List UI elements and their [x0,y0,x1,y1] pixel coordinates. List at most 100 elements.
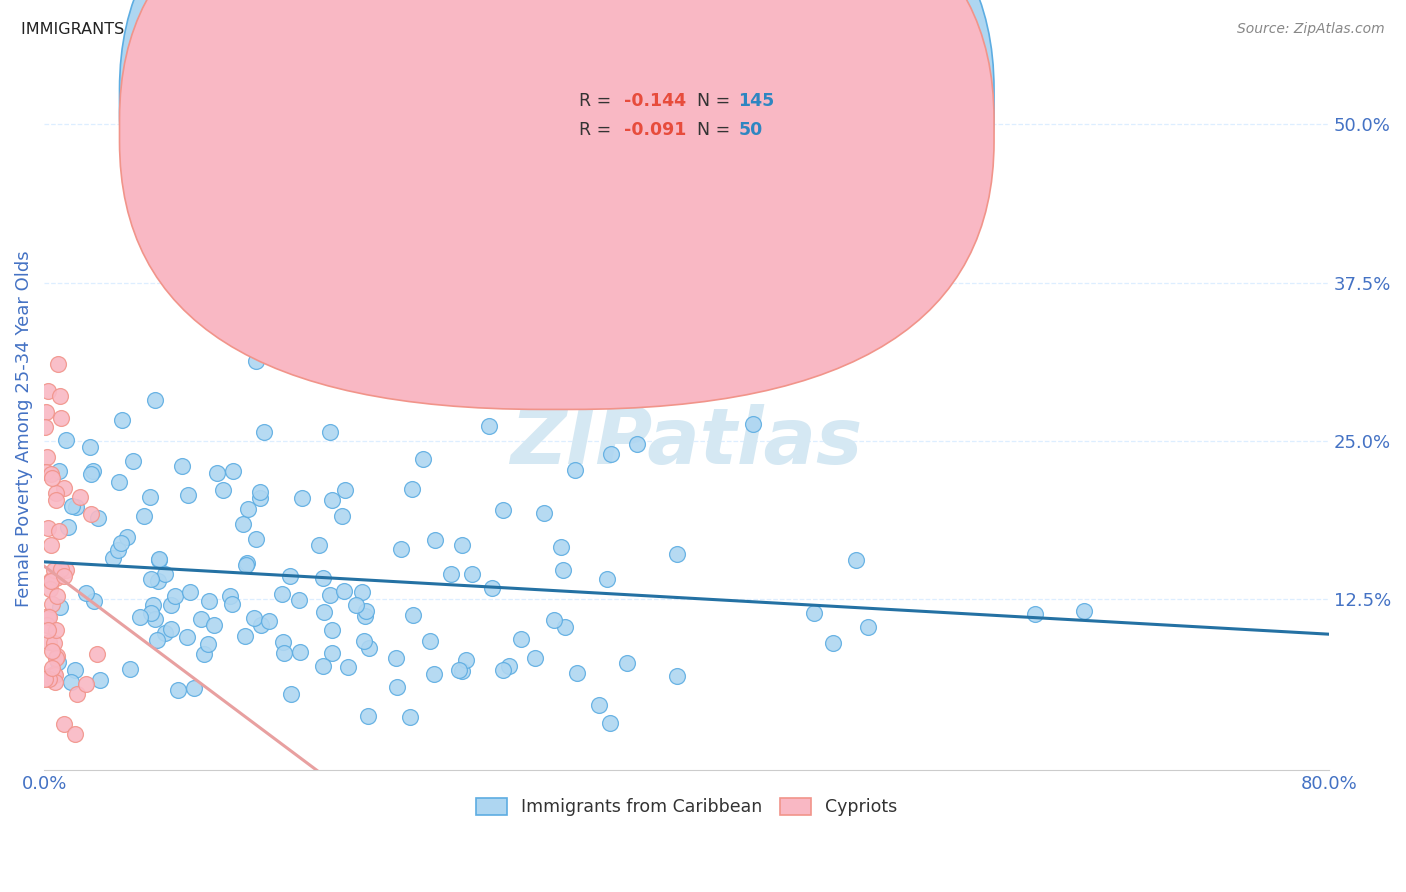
Point [333,483,356,497]
Point [111,413,134,427]
Point [82,464,104,478]
Point [318,588,340,602]
Point [273,646,295,660]
Point [478,418,501,433]
Point [41,573,63,587]
Point [481,581,503,595]
Point [75,585,97,599]
Point [139,491,162,505]
Point [354,603,377,617]
Point [148,553,170,567]
Point [554,619,576,633]
Point [134,509,156,524]
Point [183,681,205,696]
Point [523,651,546,665]
Point [461,567,484,582]
Legend: Immigrants from Caribbean, Cypriots: Immigrants from Caribbean, Cypriots [470,791,904,823]
Text: IMMIGRANTS FROM CARIBBEAN VS CYPRIOT FEMALE POVERTY AMONG 25-34 YEAR OLDS CORREL: IMMIGRANTS FROM CARIBBEAN VS CYPRIOT FEM… [21,22,914,37]
Point [595,572,617,586]
Text: N =: N = [686,121,735,139]
Point [75,676,97,690]
Point [253,425,276,439]
Point [451,665,474,679]
Point [425,533,447,548]
Point [41,597,63,611]
Point [330,509,353,524]
Point [357,709,380,723]
Point [176,630,198,644]
Point [354,608,377,623]
Point [321,647,343,661]
Point [423,667,446,681]
Point [89,673,111,687]
Point [35,465,58,479]
Text: Source: ZipAtlas.com: Source: ZipAtlas.com [1237,22,1385,37]
Point [41,661,63,675]
Point [148,552,170,566]
Point [60,499,83,513]
Point [37,450,59,464]
Point [49,411,72,425]
Point [34,672,56,686]
Point [176,487,198,501]
Point [235,558,257,573]
Point [38,582,60,596]
Point [37,618,59,632]
Point [49,562,72,576]
Point [146,632,169,647]
Point [280,687,302,701]
Point [665,669,688,683]
Point [159,622,181,636]
Point [312,605,335,619]
Point [48,464,70,478]
Point [344,599,367,613]
Point [550,540,572,554]
Point [39,574,62,589]
Point [193,648,215,662]
Point [599,715,621,730]
Point [45,486,67,500]
Point [402,607,425,622]
Point [44,635,66,649]
Point [616,656,638,670]
Point [308,538,330,552]
Point [45,492,67,507]
Text: R =: R = [579,92,617,110]
Point [69,490,91,504]
Y-axis label: Female Poverty Among 25-34 Year Olds: Female Poverty Among 25-34 Year Olds [15,250,32,607]
Point [492,503,515,517]
Point [202,618,225,632]
Point [86,647,108,661]
Point [821,636,844,650]
Point [44,666,66,681]
Point [46,589,69,603]
Point [232,516,254,531]
Point [55,563,77,577]
Point [52,717,75,731]
Point [44,668,66,682]
Point [198,593,221,607]
Point [53,569,76,583]
Point [103,550,125,565]
Point [321,492,343,507]
Point [129,610,152,624]
Point [350,585,373,599]
Text: N =: N = [686,92,735,110]
Point [245,354,267,368]
Point [359,640,381,655]
Point [153,625,176,640]
Point [337,660,360,674]
Point [845,553,868,567]
Point [49,599,72,614]
Point [236,556,259,570]
Point [80,467,103,481]
Point [159,598,181,612]
Point [34,420,56,434]
Point [166,682,188,697]
Point [65,500,87,514]
Point [599,447,621,461]
Point [385,650,408,665]
Point [250,617,273,632]
Point [291,491,314,505]
Point [45,623,67,637]
